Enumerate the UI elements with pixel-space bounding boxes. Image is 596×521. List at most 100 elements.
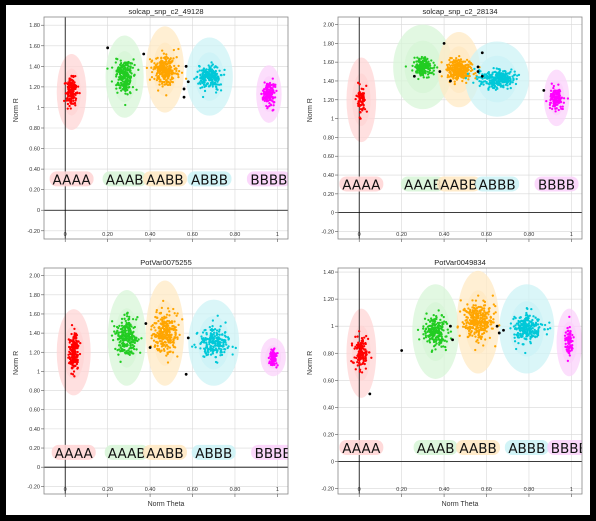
data-point — [174, 326, 177, 329]
data-point — [148, 78, 152, 81]
data-point — [165, 343, 168, 347]
data-point — [352, 361, 355, 364]
data-point — [492, 321, 495, 324]
data-point — [173, 67, 176, 71]
data-point — [466, 69, 469, 72]
data-point — [219, 354, 222, 357]
data-point — [165, 53, 168, 56]
data-point — [155, 322, 158, 325]
data-point — [207, 64, 210, 67]
data-point — [72, 99, 75, 103]
data-point — [223, 68, 226, 72]
data-point — [178, 333, 181, 337]
data-point — [513, 70, 516, 73]
data-point — [357, 104, 360, 107]
data-point — [458, 54, 461, 58]
data-point — [449, 330, 453, 333]
data-point — [74, 93, 77, 96]
y-tick-label: 0.60 — [323, 154, 334, 160]
data-point — [566, 345, 569, 348]
data-point — [208, 85, 211, 88]
data-point — [487, 310, 491, 313]
data-point — [127, 65, 130, 68]
data-point — [536, 318, 540, 321]
data-point — [262, 92, 266, 95]
data-point — [114, 61, 117, 64]
data-point — [463, 313, 466, 317]
data-point — [528, 314, 531, 317]
data-point — [75, 362, 79, 366]
genotype-label-bg — [504, 439, 549, 455]
cluster-points-aabb — [456, 294, 501, 352]
y-tick-label: 0.40 — [29, 167, 40, 173]
data-point — [170, 80, 173, 83]
data-point — [166, 327, 169, 330]
data-point — [202, 67, 206, 70]
data-point — [494, 88, 498, 91]
data-point — [120, 349, 123, 353]
data-point — [162, 74, 165, 77]
data-point — [438, 333, 441, 336]
data-point — [468, 65, 472, 68]
data-point — [194, 346, 197, 349]
data-point — [170, 320, 174, 323]
data-point — [461, 79, 464, 83]
data-point — [221, 333, 224, 336]
data-point — [356, 81, 360, 84]
data-point — [479, 326, 482, 329]
data-point — [467, 64, 470, 67]
data-point — [164, 324, 167, 328]
data-point — [456, 326, 459, 329]
data-point — [442, 322, 445, 325]
data-point — [202, 337, 205, 340]
data-point — [68, 341, 71, 344]
unassigned-point — [106, 46, 110, 50]
data-point — [160, 71, 164, 74]
data-point — [201, 86, 204, 89]
data-point — [161, 85, 164, 88]
data-point — [515, 77, 518, 81]
chart-title: PotVar0075255 — [140, 258, 192, 267]
data-point — [184, 77, 188, 80]
data-point — [70, 348, 73, 352]
data-point — [168, 83, 172, 87]
data-point — [543, 328, 546, 331]
data-point — [156, 349, 160, 352]
data-point — [76, 366, 79, 369]
data-point — [492, 312, 496, 315]
data-point — [76, 85, 80, 88]
data-point — [360, 339, 363, 343]
data-point — [199, 347, 202, 350]
data-point — [426, 70, 429, 73]
data-point — [486, 325, 490, 328]
data-point — [483, 323, 486, 326]
y-tick-label: 1 — [331, 117, 334, 123]
x-tick-label: 0.80 — [524, 487, 535, 493]
data-point — [462, 322, 466, 326]
data-point — [154, 315, 157, 319]
data-point — [128, 315, 131, 319]
data-point — [482, 80, 485, 83]
x-tick-label: 0.60 — [481, 232, 492, 238]
data-point — [160, 62, 163, 66]
data-point — [122, 86, 125, 89]
data-point — [211, 75, 214, 78]
data-point — [156, 62, 159, 65]
genotype-label-abbb: ABBB — [508, 441, 545, 457]
data-point — [65, 99, 69, 102]
data-point — [155, 57, 158, 60]
data-point — [132, 326, 135, 330]
data-point — [216, 361, 219, 364]
data-point — [130, 72, 133, 75]
data-point — [423, 330, 427, 333]
scatter-plot-4: PotVar0049834 AAAA AAAB AABB ABBB BBBB 0 0.20 0.… — [307, 258, 583, 508]
data-point — [358, 91, 361, 94]
data-point — [161, 80, 164, 84]
data-point — [166, 347, 169, 350]
data-point — [357, 344, 360, 347]
data-point — [176, 336, 179, 339]
data-point — [448, 58, 451, 62]
data-point — [203, 76, 206, 80]
data-point — [427, 67, 430, 71]
genotype-label-bg — [142, 171, 187, 187]
